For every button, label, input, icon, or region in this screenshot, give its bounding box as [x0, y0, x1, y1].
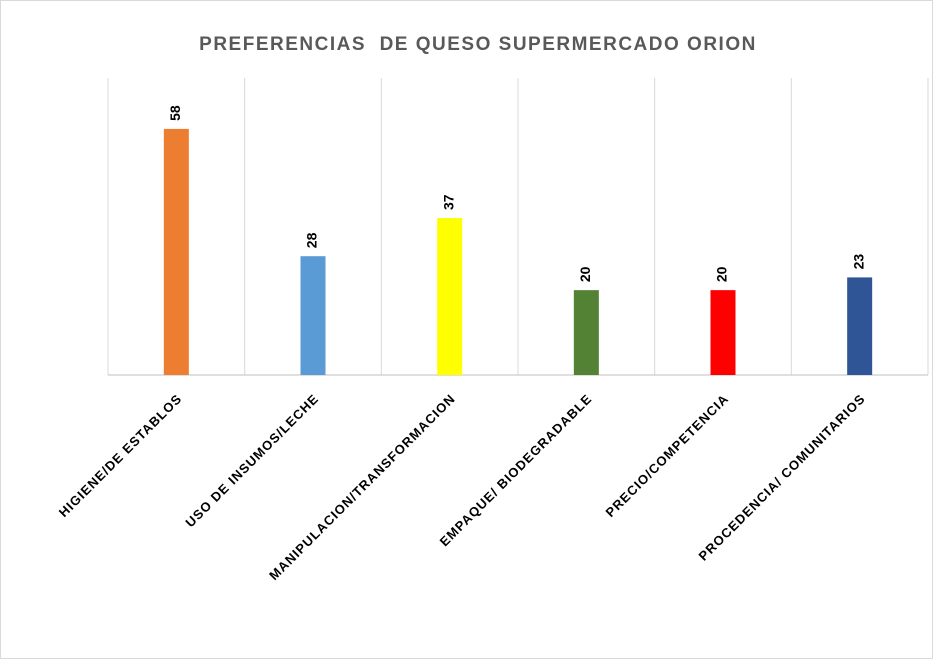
value-label: 20 [577, 266, 593, 282]
value-label: 28 [304, 232, 320, 248]
bar [573, 290, 599, 375]
chart-title: PREFERENCIAS DE QUESO SUPERMERCADO ORION [199, 34, 757, 55]
bar [847, 277, 873, 375]
value-label: 23 [850, 254, 866, 270]
bar [710, 290, 736, 375]
bar [437, 218, 463, 375]
bar [163, 128, 189, 375]
value-label: 20 [714, 266, 730, 282]
value-label: 58 [167, 105, 183, 121]
value-label: 37 [440, 194, 456, 210]
bar [300, 256, 326, 375]
